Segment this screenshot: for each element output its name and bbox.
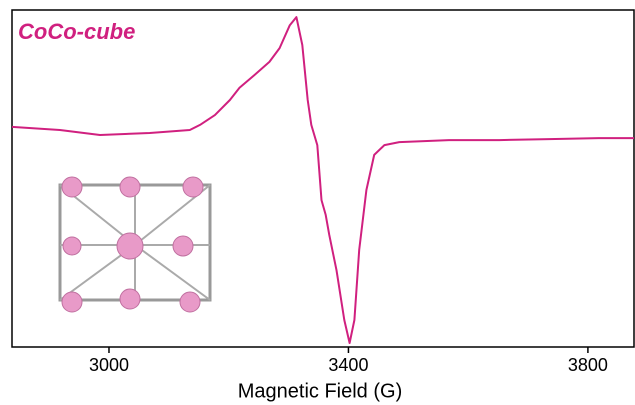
x-axis-label: Magnetic Field (G) xyxy=(238,380,403,402)
spectrum-line xyxy=(12,17,634,343)
x-tick-label: 3800 xyxy=(568,355,608,375)
x-tick-label: 3400 xyxy=(328,355,368,375)
annotation: CoCo-cube xyxy=(18,19,135,44)
plot-frame xyxy=(12,10,634,347)
molecule-illustration xyxy=(60,177,210,312)
chart: CoCo-cube Magnetic Field (G) 3000 3400 380… xyxy=(0,0,635,405)
x-tick-label: 3000 xyxy=(89,355,129,375)
